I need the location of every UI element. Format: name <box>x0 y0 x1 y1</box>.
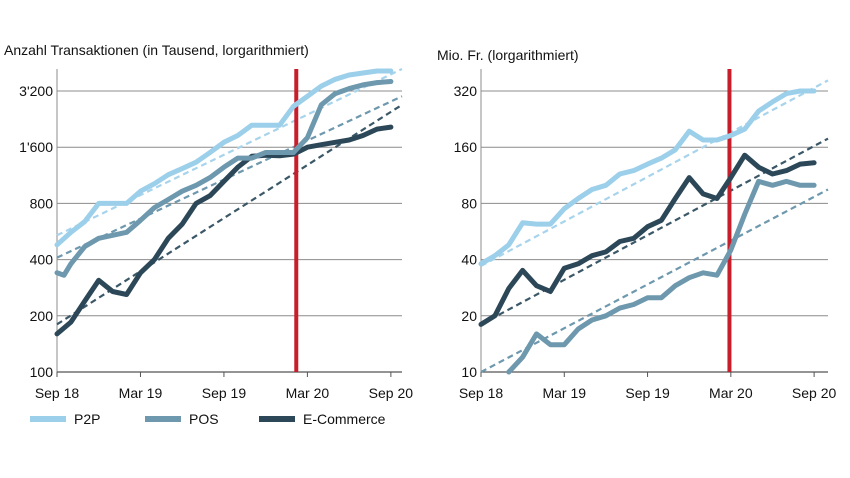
y-tick-label: 3'200 <box>19 83 53 99</box>
y-tick-label: 400 <box>30 252 54 268</box>
y-tick-label: 40 <box>461 252 477 268</box>
legend-item: E-Commerce <box>259 411 386 427</box>
right-chart-title: Mio. Fr. (lorgarithmiert) <box>437 47 579 63</box>
x-tick-label: Sep 20 <box>792 385 837 401</box>
series-line-pos <box>506 178 817 375</box>
x-tick-label: Mar 19 <box>119 385 163 401</box>
y-tick-label: 1'600 <box>19 139 53 155</box>
y-tick-label: 100 <box>30 364 54 380</box>
x-tick-label: Sep 19 <box>202 385 247 401</box>
trend-line-pos <box>480 188 829 373</box>
legend-label: P2P <box>74 411 100 427</box>
trend-line-e-commerce <box>480 137 829 326</box>
y-tick-label: 80 <box>461 195 477 211</box>
x-tick-label: Sep 20 <box>369 385 414 401</box>
left-chart-title: Anzahl Transaktionen (in Tausend, lorgar… <box>4 42 309 58</box>
legend-item: POS <box>145 411 219 427</box>
series-line-p2p <box>478 88 817 267</box>
left-chart-panel: Anzahl Transaktionen (in Tausend, lorgar… <box>4 42 413 401</box>
y-tick-label: 160 <box>454 139 478 155</box>
x-tick-label: Sep 19 <box>625 385 670 401</box>
y-tick-label: 200 <box>30 308 54 324</box>
legend-label: E-Commerce <box>303 411 386 427</box>
series-line-e-commerce <box>478 152 817 327</box>
x-tick-label: Sep 18 <box>459 385 504 401</box>
series-line-e-commerce <box>54 124 394 337</box>
series-line-pos <box>54 79 394 278</box>
y-tick-label: 320 <box>454 83 478 99</box>
y-tick-label: 800 <box>30 195 54 211</box>
trend-line-p2p <box>56 68 403 237</box>
series-line-p2p <box>54 68 394 248</box>
x-tick-label: Sep 18 <box>35 385 80 401</box>
legend-label: POS <box>189 411 219 427</box>
right-chart-panel: Mio. Fr. (lorgarithmiert) 10 20 40 80 160 320… <box>437 47 837 401</box>
legend-item: P2P <box>30 411 100 427</box>
x-tick-label: Mar 20 <box>286 385 330 401</box>
x-tick-label: Mar 19 <box>542 385 586 401</box>
trend-line-p2p <box>480 79 829 267</box>
legend: P2P POS E-Commerce <box>30 411 386 427</box>
y-tick-label: 10 <box>461 364 477 380</box>
y-tick-label: 20 <box>461 308 477 324</box>
x-tick-label: Mar 20 <box>709 385 753 401</box>
